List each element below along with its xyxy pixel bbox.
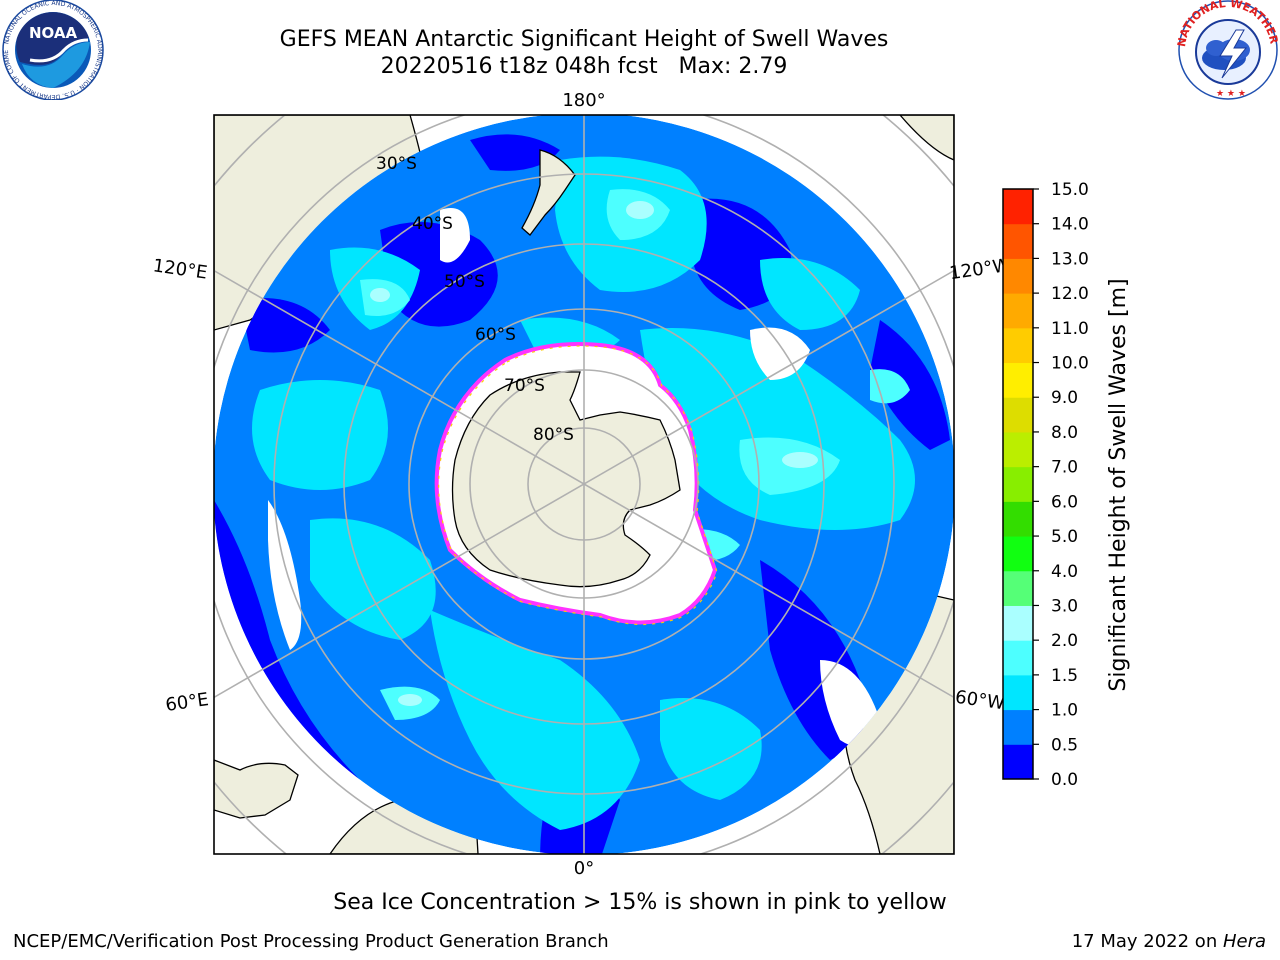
colorbar-swatch — [1003, 570, 1033, 606]
colorbar-tick-label: 9.0 — [1051, 388, 1078, 408]
colorbar-swatch — [1003, 258, 1033, 294]
lon-label-120e: 120°E — [152, 255, 209, 283]
lon-label-0: 0° — [574, 858, 594, 879]
colorbar-swatch — [1003, 327, 1033, 364]
colorbar-swatch — [1003, 189, 1033, 225]
colorbar-tick-label: 4.0 — [1051, 562, 1078, 582]
lat-label-30s: 30°S — [376, 154, 417, 174]
lon-label-60e: 60°E — [164, 689, 210, 716]
noaa-logo-text: NOAA — [29, 24, 78, 42]
credit-date-text: 17 May 2022 on — [1071, 931, 1223, 952]
noaa-logo: NATIONAL OCEANIC AND ATMOSPHERIC ADMINIS… — [0, 0, 104, 100]
colorbar-label: Significant Height of Swell Waves [m] — [1106, 278, 1131, 691]
lat-label-70s: 70°S — [504, 376, 545, 396]
colorbar-tick-label: 5.0 — [1051, 527, 1078, 547]
colorbar-tick-label: 6.0 — [1051, 492, 1078, 512]
colorbar-swatch — [1003, 466, 1033, 502]
colorbar-swatch — [1003, 431, 1033, 468]
colorbar-swatch — [1003, 744, 1033, 780]
north-pacific-land — [899, 115, 954, 161]
antarctica-land — [451, 371, 681, 588]
colorbar-swatch — [1003, 709, 1033, 745]
colorbar-swatch — [1003, 674, 1033, 711]
colorbar-tick-label: 1.5 — [1051, 666, 1078, 686]
credit-machine: Hera — [1222, 931, 1266, 952]
colorbar-swatch — [1003, 501, 1033, 537]
sea-ice-note: Sea Ice Concentration > 15% is shown in … — [333, 890, 947, 915]
colorbar-tick-label: 0.5 — [1051, 735, 1078, 755]
colorbar-swatch — [1003, 605, 1033, 641]
colorbar-swatch — [1003, 293, 1033, 329]
colorbar-frame — [1002, 188, 1034, 780]
lon-label-60w: 60°W — [954, 687, 1006, 715]
colorbar-tick-label: 14.0 — [1051, 215, 1089, 235]
chart-title: GEFS MEAN Antarctic Significant Height o… — [279, 27, 889, 52]
colorbar-swatch — [1003, 223, 1033, 259]
lat-label-60s: 60°S — [475, 325, 516, 345]
new-zealand-land — [521, 149, 576, 236]
colorbar: 0.0 0.5 1.0 1.5 2.0 3.0 4.0 5.0 6.0 7.0 8.0 9.0 10.0… — [1002, 180, 1089, 790]
colorbar-tick-label: 11.0 — [1051, 319, 1089, 339]
madagascar-land — [214, 759, 299, 819]
colorbar-tick-label: 12.0 — [1051, 284, 1089, 304]
colorbar-tick-label: 15.0 — [1051, 180, 1089, 200]
lat-label-40s: 40°S — [412, 214, 453, 234]
lon-label-180: 180° — [562, 90, 605, 111]
lat-label-50s: 50°S — [444, 272, 485, 292]
colorbar-tick-label: 2.0 — [1051, 631, 1078, 651]
svg-text:★ ★ ★: ★ ★ ★ — [1216, 89, 1246, 99]
colorbar-swatch — [1003, 640, 1033, 676]
lat-label-80s: 80°S — [533, 425, 574, 445]
chart-subtitle: 20220516 t18z 048h fcst Max: 2.79 — [380, 54, 788, 79]
colorbar-swatch — [1003, 397, 1033, 433]
map-frame — [213, 114, 955, 855]
graticule — [214, 115, 954, 854]
colorbar-tick-label: 13.0 — [1051, 249, 1089, 269]
colorbar-tick-label: 7.0 — [1051, 458, 1078, 478]
nws-logo: NATIONAL WEATHER SERVICE ★ ★ ★ — [1176, 0, 1280, 100]
colorbar-tick-label: 10.0 — [1051, 354, 1089, 374]
colorbar-tick-label: 1.0 — [1051, 701, 1078, 721]
colorbar-tick-label: 0.0 — [1051, 770, 1078, 790]
colorbar-swatch — [1003, 362, 1033, 398]
colorbar-swatch — [1003, 536, 1033, 572]
colorbar-tick-label: 3.0 — [1051, 596, 1078, 616]
credit-date: 17 May 2022 on Hera — [1072, 931, 1266, 953]
credit-branch: NCEP/EMC/Verification Post Processing Pr… — [13, 931, 609, 952]
colorbar-tick-label: 8.0 — [1051, 423, 1078, 443]
